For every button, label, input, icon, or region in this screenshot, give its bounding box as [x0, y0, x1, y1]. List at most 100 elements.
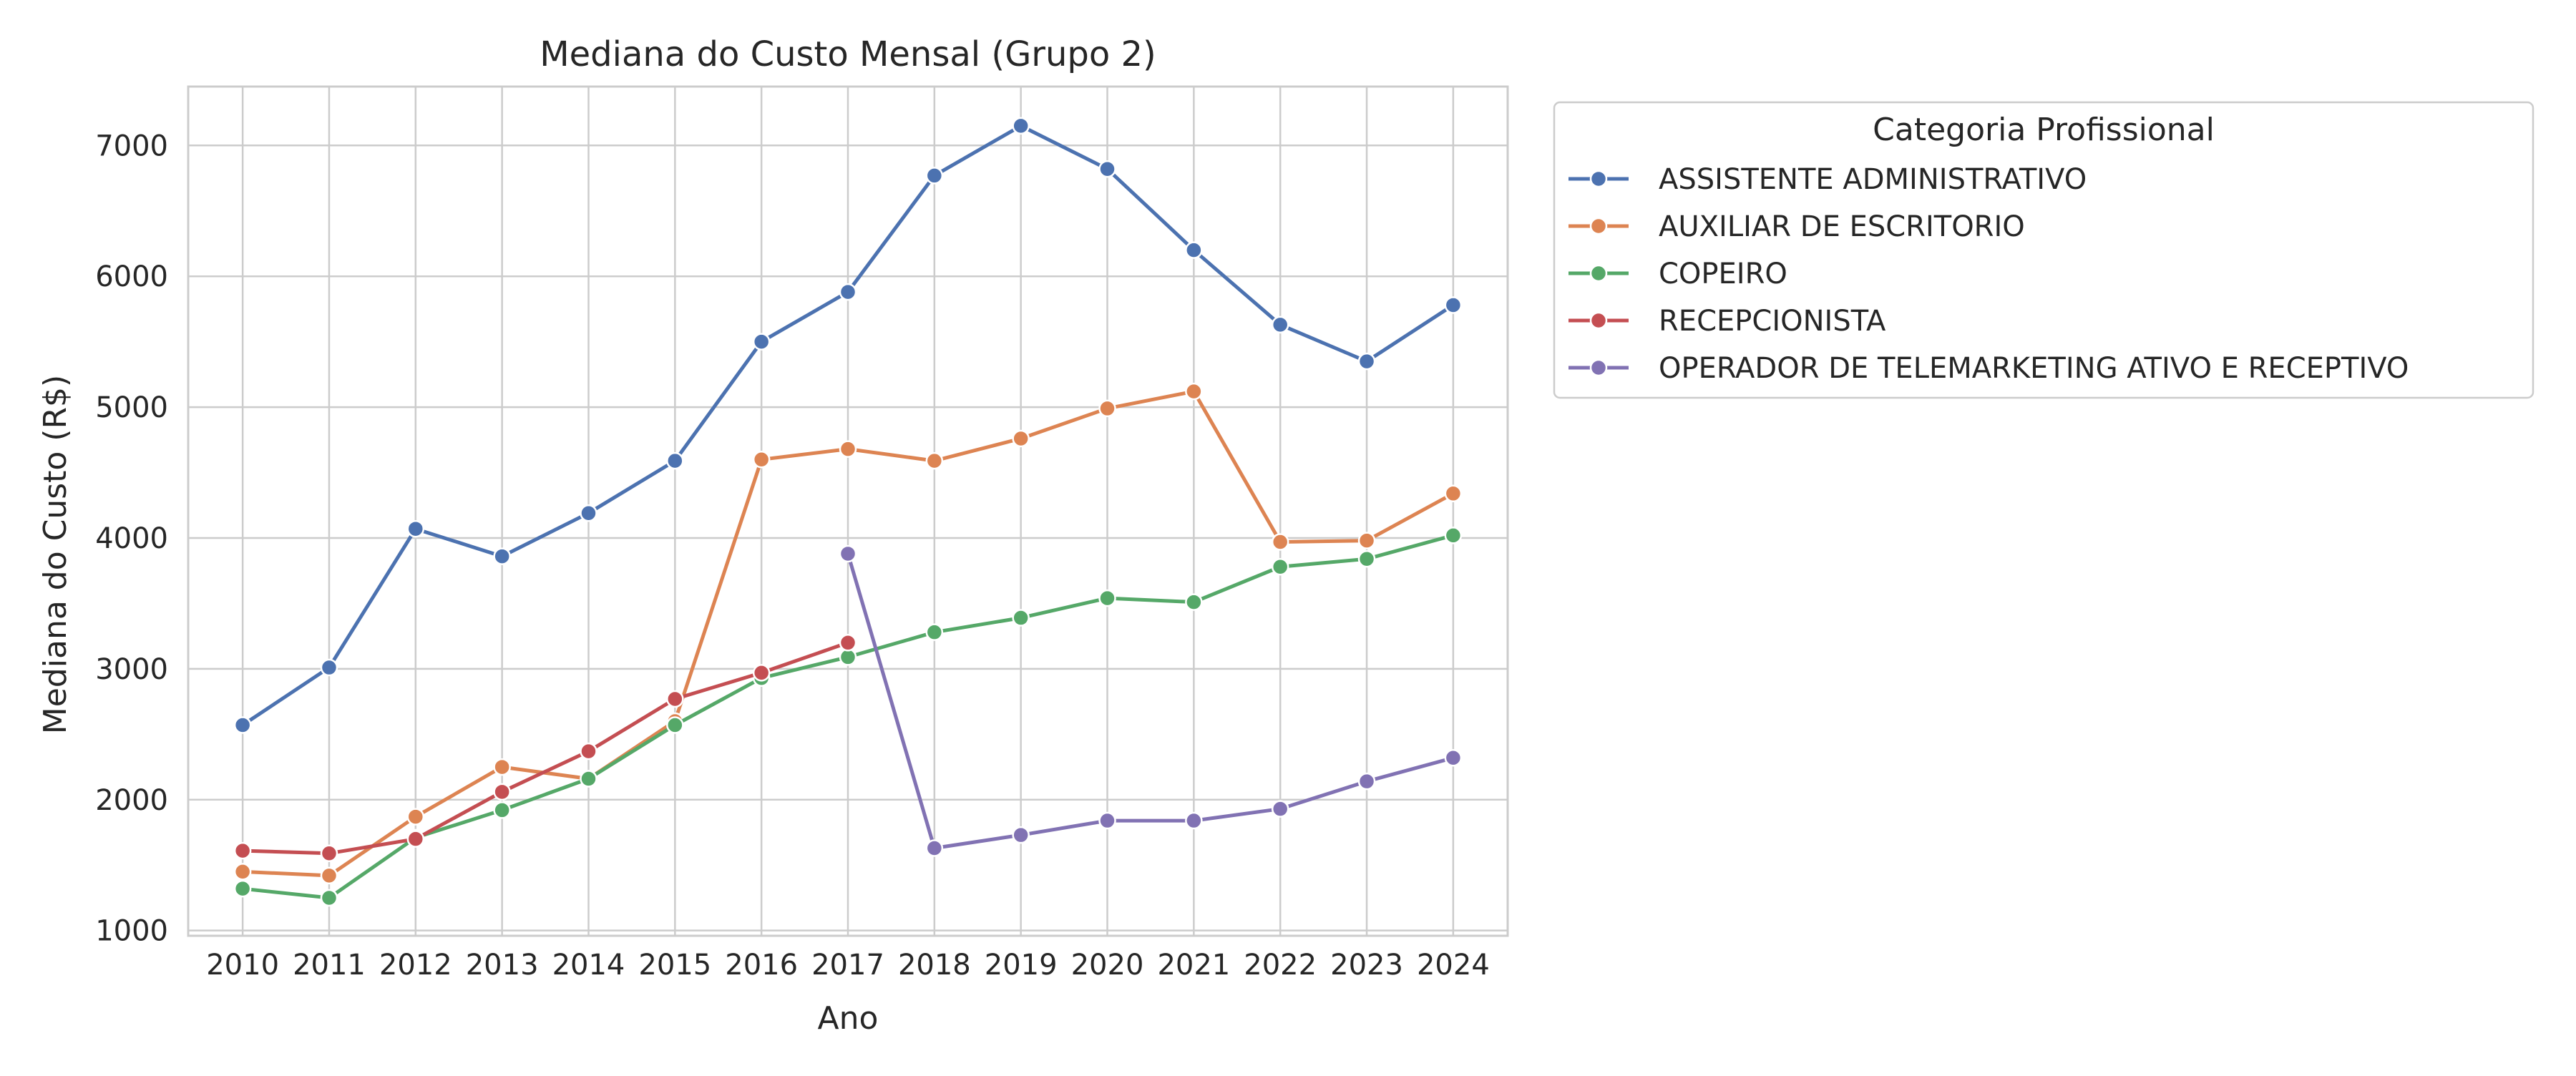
data-point [233, 879, 252, 898]
data-point [1185, 811, 1203, 830]
data-point [925, 623, 944, 641]
data-point [1098, 160, 1116, 178]
data-point [925, 167, 944, 185]
x-tick-label: 2012 [379, 949, 452, 982]
data-point [320, 889, 338, 907]
x-tick-label: 2024 [1417, 949, 1490, 982]
x-tick-label: 2017 [811, 949, 884, 982]
y-tick-label: 6000 [95, 260, 168, 293]
data-point [1098, 399, 1116, 418]
legend-marker [1589, 217, 1608, 235]
data-point [1271, 316, 1289, 334]
data-point [1444, 484, 1463, 503]
data-point [1185, 382, 1203, 401]
data-point [233, 716, 252, 734]
data-point [406, 808, 425, 826]
data-point [1098, 811, 1116, 830]
data-point [1357, 772, 1376, 791]
data-point [493, 758, 511, 776]
x-tick-label: 2016 [725, 949, 798, 982]
data-point [666, 716, 684, 734]
data-point [752, 333, 771, 351]
x-tick-label: 2013 [466, 949, 539, 982]
legend-label: COPEIRO [1659, 258, 1787, 290]
data-point [1098, 589, 1116, 607]
data-point [580, 742, 597, 760]
series-0 [233, 117, 1463, 734]
data-point [925, 839, 944, 857]
chart-title: Mediana do Custo Mensal (Grupo 2) [540, 34, 1156, 74]
legend: Categoria Profissional ASSISTENTE ADMINI… [1553, 101, 2534, 399]
legend-label: AUXILIAR DE ESCRITORIO [1659, 210, 2025, 243]
legend-marker [1589, 358, 1608, 377]
y-tick-label: 7000 [95, 129, 168, 162]
y-tick-label: 1000 [95, 915, 168, 948]
data-point [1357, 532, 1376, 549]
x-tick-label: 2010 [206, 949, 279, 982]
data-point [1271, 533, 1289, 551]
legend-item: ASSISTENTE ADMINISTRATIVO [1568, 163, 2087, 196]
data-point [1271, 557, 1289, 576]
data-point [233, 841, 252, 860]
data-point [1444, 296, 1463, 314]
legend-item: OPERADOR DE TELEMARKETING ATIVO E RECEPT… [1568, 352, 2409, 385]
x-tick-label: 2022 [1244, 949, 1317, 982]
data-point [1444, 749, 1463, 767]
y-tick-label: 4000 [95, 522, 168, 555]
data-point [1444, 527, 1463, 544]
series-line [240, 640, 850, 856]
legend-title: Categoria Profissional [1873, 112, 2215, 148]
x-tick-label: 2015 [638, 949, 711, 982]
data-point [1012, 429, 1030, 448]
y-tick-label: 5000 [95, 391, 168, 424]
legend-item: RECEPCIONISTA [1568, 305, 1886, 338]
x-tick-label: 2018 [898, 949, 971, 982]
data-point [666, 451, 684, 470]
series-3 [233, 634, 857, 863]
legend-marker [1589, 264, 1608, 283]
legend-item: COPEIRO [1568, 258, 1787, 290]
data-point [493, 547, 511, 565]
x-tick-label: 2011 [293, 949, 366, 982]
data-point [1012, 826, 1030, 844]
data-point [1012, 117, 1030, 135]
legend-marker [1589, 170, 1608, 188]
legend-item: AUXILIAR DE ESCRITORIO [1568, 210, 2025, 243]
legend-marker [1589, 311, 1608, 330]
data-point [493, 801, 511, 819]
data-point [839, 283, 857, 301]
data-point [320, 844, 338, 863]
legend-label: RECEPCIONISTA [1659, 305, 1886, 338]
data-point [1357, 352, 1376, 371]
y-axis-title: Mediana do Custo (R$) [37, 375, 74, 734]
data-point [1271, 800, 1289, 818]
legend-frame [1553, 101, 2534, 399]
data-point [1357, 550, 1376, 568]
data-point [580, 770, 597, 788]
data-point [925, 451, 944, 470]
data-point [493, 783, 511, 801]
data-point [1185, 241, 1203, 259]
data-point [1185, 593, 1203, 611]
data-point [406, 519, 425, 538]
data-point [839, 544, 857, 563]
legend-label: ASSISTENTE ADMINISTRATIVO [1659, 163, 2087, 196]
legend-label: OPERADOR DE TELEMARKETING ATIVO E RECEPT… [1659, 352, 2409, 385]
x-tick-label: 2023 [1330, 949, 1403, 982]
series-4 [839, 544, 1463, 857]
data-point [666, 690, 684, 708]
series-1 [233, 382, 1463, 885]
data-point [406, 830, 425, 848]
data-point [752, 451, 771, 469]
data-point [580, 504, 597, 522]
x-tick-label: 2019 [985, 949, 1058, 982]
data-point [320, 866, 338, 885]
data-point [839, 440, 857, 458]
x-tick-label: 2021 [1157, 949, 1230, 982]
y-tick-label: 2000 [95, 784, 168, 817]
x-tick-label: 2020 [1071, 949, 1144, 982]
x-tick-label: 2014 [552, 949, 625, 982]
data-point [839, 634, 857, 652]
